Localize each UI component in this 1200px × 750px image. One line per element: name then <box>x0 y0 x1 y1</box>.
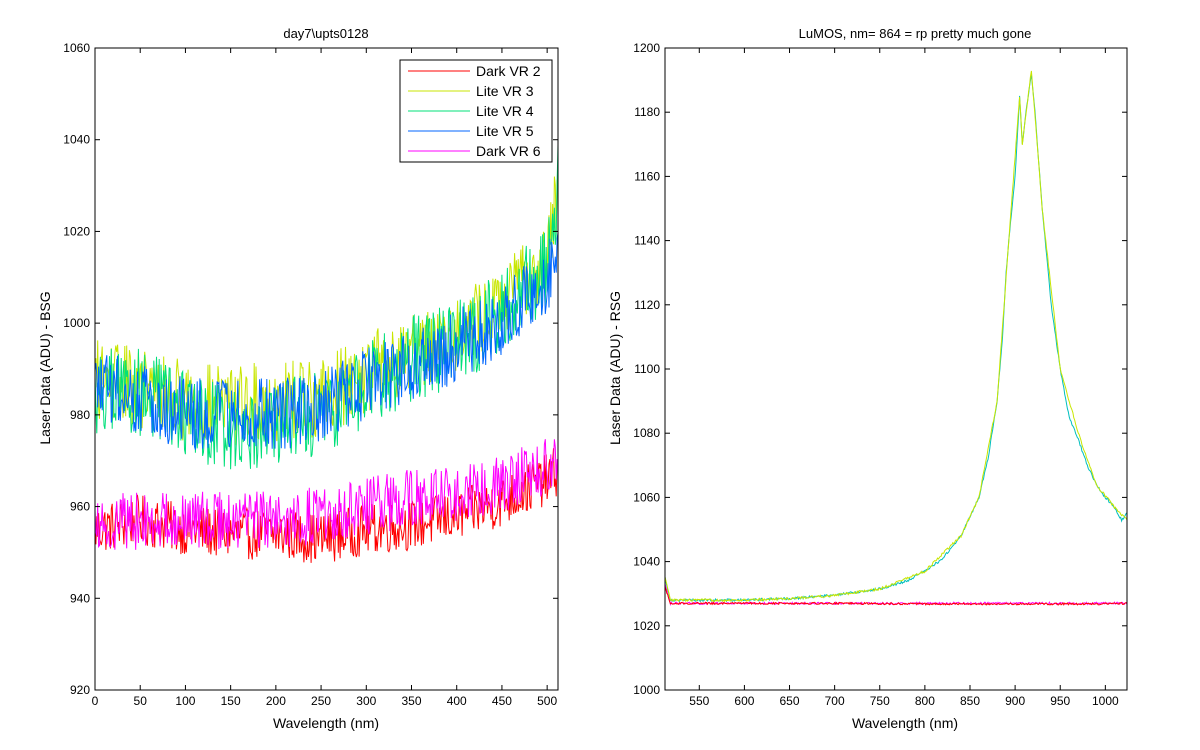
right-x-tick-label: 650 <box>780 694 800 708</box>
right-x-tick-label: 800 <box>915 694 935 708</box>
right-chart: LuMOS, nm= 864 = rp pretty much gone 550… <box>607 26 1128 731</box>
legend-entry-label: Dark VR 6 <box>476 143 541 159</box>
right-series-group <box>665 70 1127 607</box>
left-x-tick-label: 250 <box>311 694 331 708</box>
left-x-tick-label: 100 <box>175 694 195 708</box>
left-x-tick-label: 150 <box>221 694 241 708</box>
left-x-tick-label: 0 <box>92 694 99 708</box>
left-y-tick-label: 940 <box>70 591 90 605</box>
right-x-tick-label: 750 <box>870 694 890 708</box>
right-y-tick-label: 1100 <box>634 362 660 376</box>
left-series-5-line <box>95 439 558 550</box>
left-chart-title: day7\upts0128 <box>283 26 368 41</box>
right-x-tick-label: 1000 <box>1092 694 1119 708</box>
right-x-tick-label: 550 <box>689 694 709 708</box>
right-y-axis-label: Laser Data (ADU) - RSG <box>607 291 623 445</box>
left-y-tick-label: 1060 <box>63 41 90 55</box>
left-axes-frame <box>94 47 559 691</box>
left-x-tick-label: 350 <box>401 694 421 708</box>
left-y-tick-label: 980 <box>70 408 90 422</box>
left-y-axis-label: Laser Data (ADU) - BSG <box>37 291 53 444</box>
left-y-tick-label: 1000 <box>63 316 90 330</box>
right-series-4-line <box>665 586 1127 606</box>
left-y-tick-label: 1020 <box>63 224 90 238</box>
legend-entry-label: Dark VR 2 <box>476 63 541 79</box>
left-x-tick-label: 400 <box>447 694 467 708</box>
left-x-tick-label: 50 <box>134 694 148 708</box>
right-y-tick-label: 1200 <box>633 41 660 55</box>
right-x-tick-label: 600 <box>734 694 754 708</box>
right-y-tick-label: 1020 <box>633 619 660 633</box>
left-x-tick-label: 300 <box>356 694 376 708</box>
right-x-tick-label: 900 <box>1005 694 1025 708</box>
right-y-tick-label: 1120 <box>634 298 660 312</box>
right-x-tick-label: 950 <box>1050 694 1070 708</box>
right-x-axis-label: Wavelength (nm) <box>852 715 958 731</box>
right-x-tick-label: 700 <box>825 694 845 708</box>
right-plot-area: 550 600 650 700 750 800 850 900 950 1000 1000 1020 1… <box>633 41 1128 708</box>
right-chart-title: LuMOS, nm= 864 = rp pretty much gone <box>799 26 1032 41</box>
right-y-tick-label: 1000 <box>633 683 660 697</box>
left-series-4-line <box>95 232 558 450</box>
right-y-tick-label: 1060 <box>633 490 660 504</box>
right-plot-background <box>665 48 1127 690</box>
legend-entry-label: Lite VR 5 <box>476 123 534 139</box>
left-chart: day7\upts0128 0 50 100 150 200 250 300 350 400 45… <box>37 26 559 731</box>
left-y-tick-label: 920 <box>70 683 90 697</box>
left-legend: Dark VR 2 Lite VR 3 Lite VR 4 Lite VR 5 Dark… <box>399 59 553 163</box>
right-y-tick-label: 1180 <box>634 105 660 119</box>
left-y-tick-label: 960 <box>70 500 90 514</box>
legend-entry-label: Lite VR 4 <box>476 103 534 119</box>
right-y-tick-label: 1040 <box>633 555 660 569</box>
left-y-tick-label: 1040 <box>63 133 90 147</box>
right-y-tick-label: 1080 <box>633 426 660 440</box>
left-x-tick-label: 200 <box>266 694 286 708</box>
left-series-group <box>95 144 558 563</box>
left-x-tick-label: 450 <box>492 694 512 708</box>
right-y-tick-label: 1160 <box>634 169 660 183</box>
left-x-axis-label: Wavelength (nm) <box>273 715 379 731</box>
legend-entry-label: Lite VR 3 <box>476 83 534 99</box>
right-y-tick-label: 1140 <box>634 234 660 248</box>
right-series-2-line <box>665 70 1127 603</box>
right-x-tick-label: 850 <box>960 694 980 708</box>
left-x-tick-label: 500 <box>537 694 557 708</box>
